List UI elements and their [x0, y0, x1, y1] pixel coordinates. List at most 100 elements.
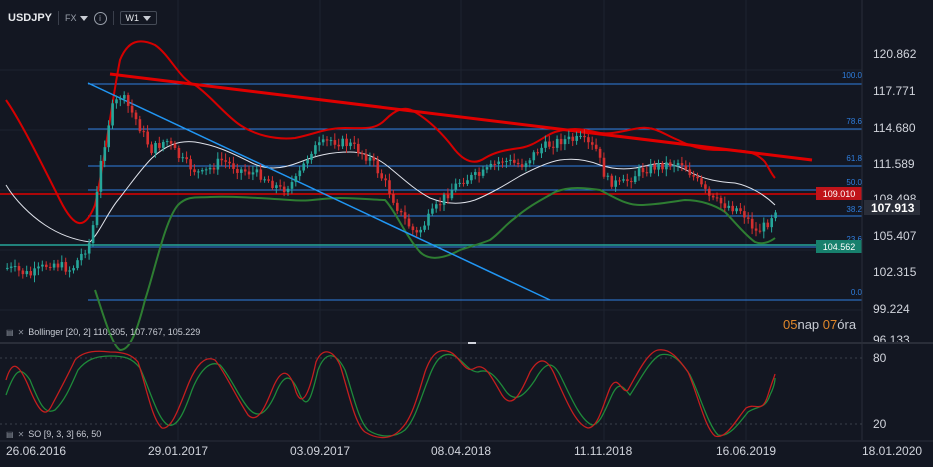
candle-body — [524, 163, 528, 168]
candle-body — [450, 190, 454, 199]
candle-body — [649, 164, 653, 174]
downtrend-line-blue[interactable] — [87, 82, 551, 301]
candle-body — [21, 270, 25, 275]
candle-body — [123, 95, 126, 99]
candle-body — [509, 159, 512, 161]
candle-body — [735, 208, 738, 212]
chevron-down-icon — [143, 15, 152, 21]
candle-body — [372, 157, 376, 161]
candle-body — [571, 136, 575, 141]
countdown-days: 05 — [783, 317, 798, 332]
candle-body — [536, 152, 539, 154]
candle-body — [142, 131, 146, 133]
price-tick: 96.133 — [873, 333, 910, 347]
candle-body — [107, 125, 110, 148]
toolbar-divider — [58, 11, 60, 25]
candle-body — [403, 212, 407, 219]
candle-body — [575, 135, 578, 141]
candle-body — [704, 184, 707, 189]
candle-body — [60, 262, 64, 268]
fibonacci-levels[interactable] — [88, 83, 862, 301]
info-icon[interactable]: i — [93, 11, 107, 25]
oscillator-axis: 80 20 — [873, 351, 887, 431]
candle-body — [310, 153, 313, 160]
candle-body — [719, 197, 723, 204]
candle-body — [380, 173, 383, 179]
candle-body — [64, 262, 68, 272]
candle-body — [692, 175, 695, 177]
bollinger-lower-band — [94, 187, 776, 352]
candle-body — [384, 178, 387, 181]
candle-body — [255, 169, 259, 173]
candle-body — [489, 163, 493, 168]
candle-body — [774, 212, 777, 219]
candle-body — [33, 268, 36, 276]
candle-body — [158, 143, 161, 148]
countdown-days-label: nap — [797, 317, 820, 332]
symbol-label[interactable]: USDJPY — [8, 12, 53, 24]
candle-body — [91, 225, 95, 244]
candle-body — [653, 164, 656, 170]
candle-body — [189, 159, 192, 170]
candle-body — [388, 180, 391, 194]
candlesticks[interactable] — [6, 91, 777, 283]
candle-body — [6, 267, 9, 269]
fib-label-61: 61.8 — [846, 154, 862, 163]
fibonacci-labels: 100.0 78.6 61.8 50.0 38.2 23.6 0.0 — [842, 71, 863, 297]
candle-body — [700, 178, 703, 185]
bollinger-legend[interactable]: ▤ ✕ Bollinger [20, 2] 110.305, 107.767, … — [6, 327, 200, 337]
candle-body — [540, 147, 543, 154]
candle-body — [520, 164, 524, 168]
market-label: FX — [65, 13, 77, 23]
settings-icon[interactable]: ▤ — [6, 327, 14, 337]
candle-body — [470, 174, 473, 181]
price-tick: 114.680 — [873, 121, 916, 135]
candle-body — [220, 158, 224, 161]
downtrend-line-red[interactable] — [109, 72, 813, 162]
candle-body — [423, 225, 426, 230]
stochastic-pane[interactable] — [0, 349, 862, 439]
candle-body — [466, 180, 469, 184]
price-tick: 111.589 — [873, 157, 915, 171]
close-icon[interactable]: ✕ — [17, 429, 25, 439]
candle-body — [747, 217, 750, 219]
close-icon[interactable]: ✕ — [17, 327, 25, 337]
candle-body — [396, 202, 399, 211]
timeframe-dropdown[interactable]: W1 — [119, 11, 158, 25]
candle-body — [162, 141, 165, 148]
fib-label-38: 38.2 — [846, 205, 862, 214]
price-tick: 117.771 — [873, 84, 916, 98]
fib-label-100: 100.0 — [842, 71, 863, 80]
candle-body — [146, 131, 149, 145]
candle-body — [37, 266, 40, 269]
candle-body — [680, 163, 684, 166]
settings-icon[interactable]: ▤ — [6, 429, 14, 439]
stochastic-legend[interactable]: ▤ ✕ SO [9, 3, 3] 66, 50 — [6, 429, 101, 439]
candle-body — [193, 169, 196, 173]
candle-body — [458, 182, 461, 184]
candle-body — [633, 176, 637, 182]
candle-body — [357, 143, 360, 154]
countdown-hours: 07 — [822, 317, 838, 332]
candle-body — [419, 229, 422, 233]
candle-body — [438, 204, 442, 206]
candle-body — [548, 141, 551, 147]
candle-body — [762, 222, 766, 232]
candle-body — [481, 169, 485, 176]
market-dropdown[interactable]: FX — [65, 13, 88, 23]
price-badge-green-label: 104.562 — [823, 242, 856, 252]
bollinger-legend-text: Bollinger [20, 2] 110.305, 107.767, 105.… — [28, 327, 201, 337]
candle-body — [228, 161, 231, 164]
candle-body — [298, 170, 302, 177]
last-price-badge: 107.913 — [864, 200, 920, 215]
candle-body — [333, 140, 337, 145]
price-axis[interactable]: 120.862 117.771 114.680 111.589 108.498 … — [873, 47, 917, 347]
candle-body — [119, 98, 122, 100]
candle-body — [337, 144, 341, 147]
candle-body — [208, 167, 212, 170]
time-axis[interactable]: 26.06.2016 29.01.2017 03.09.2017 08.04.2… — [6, 444, 922, 458]
candle-body — [25, 271, 29, 275]
candle-body — [676, 163, 680, 166]
